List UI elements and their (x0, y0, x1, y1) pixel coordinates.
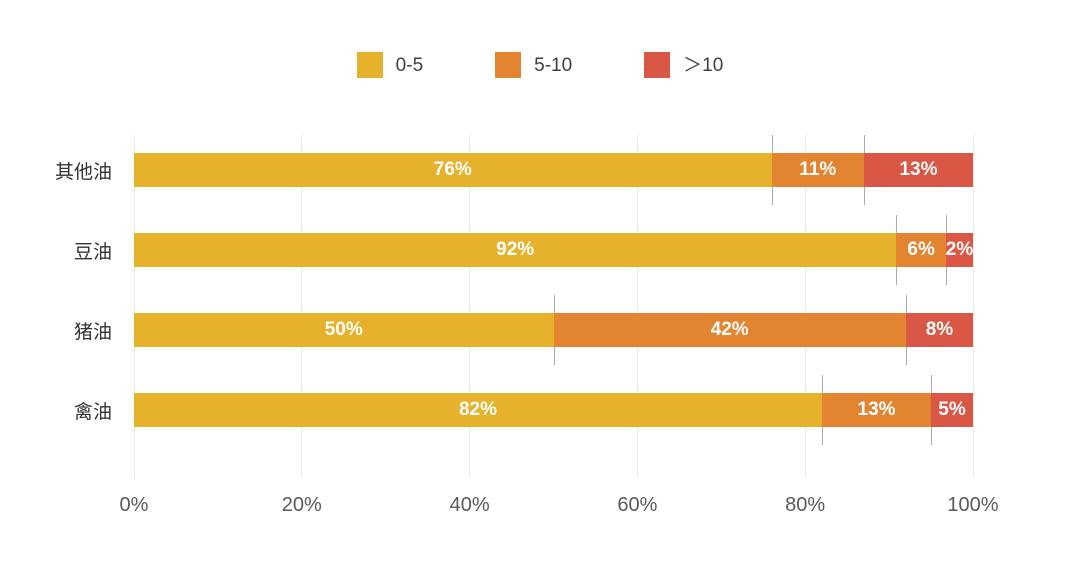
x-tick-label-20%: 20% (281, 494, 322, 516)
legend-label-0-5: 0-5 (395, 54, 424, 76)
bar-segment-猪油-0-5: 50% (134, 313, 554, 347)
bar-segment-豆油-0-5: 92% (134, 233, 897, 267)
bar-其他油: 76% 11% 13% (134, 153, 973, 187)
legend-item-5-10[interactable]: 5-10 (495, 52, 572, 78)
gridline-100% (972, 133, 974, 478)
gridline-60% (636, 133, 638, 478)
gridline-0% (133, 133, 135, 478)
legend-label-5-10: 5-10 (534, 54, 573, 76)
bar-segment-其他油-＞10: 13% (863, 153, 973, 187)
bar-segment-其他油-0-5: 76% (134, 153, 772, 187)
bar-segment-豆油-5-10: 6% (896, 233, 946, 267)
x-tick-label-60%: 60% (617, 494, 658, 516)
legend: 0-5 5-10 ＞10 (0, 52, 1080, 78)
bar-row-豆油: 豆油 92% 6% 2% (74, 215, 973, 285)
bar-segment-猪油-＞10: 8% (905, 313, 973, 347)
plot-area: 0% 20% 40% 60% 80% 100% 其他油 76% 11% 13% 豆油 92% 6% 2% 猪… (55, 133, 999, 516)
bar-segment-豆油-＞10: 2% (946, 233, 973, 267)
x-tick-label-40%: 40% (449, 494, 490, 516)
bar-猪油: 50% 42% 8% (134, 313, 973, 347)
legend-swatch-gt10 (644, 52, 671, 78)
gridline-40% (469, 133, 471, 478)
x-tick-label-0%: 0% (119, 494, 149, 516)
legend-label-gt10: ＞10 (683, 54, 724, 76)
bar-row-猪油: 猪油 50% 42% 8% (74, 295, 973, 365)
category-label-豆油: 豆油 (73, 241, 112, 263)
bar-segment-禽油-0-5: 82% (134, 393, 822, 427)
bar-豆油: 92% 6% 2% (134, 233, 973, 267)
legend-swatch-5-10 (495, 52, 522, 78)
x-tick-label-80%: 80% (785, 494, 826, 516)
gridline-80% (804, 133, 806, 478)
bar-segment-禽油-＞10: 5% (931, 393, 973, 427)
category-label-猪油: 猪油 (73, 321, 112, 343)
legend-swatch-0-5 (356, 52, 383, 78)
x-tick-label-100%: 100% (947, 494, 999, 516)
bar-segment-猪油-5-10: 42% (553, 313, 906, 347)
category-label-禽油: 禽油 (73, 401, 112, 423)
bar-segment-其他油-5-10: 11% (771, 153, 864, 187)
legend-item-0-5[interactable]: 0-5 (356, 52, 424, 78)
bar-segment-禽油-5-10: 13% (821, 393, 932, 427)
bar-禽油: 82% 13% 5% (134, 393, 973, 427)
category-label-其他油: 其他油 (54, 161, 112, 183)
bar-row-其他油: 其他油 76% 11% 13% (55, 135, 973, 205)
legend-item-gt10[interactable]: ＞10 (644, 52, 723, 78)
gridline-20% (301, 133, 303, 478)
bar-row-禽油: 禽油 82% 13% 5% (74, 375, 973, 445)
